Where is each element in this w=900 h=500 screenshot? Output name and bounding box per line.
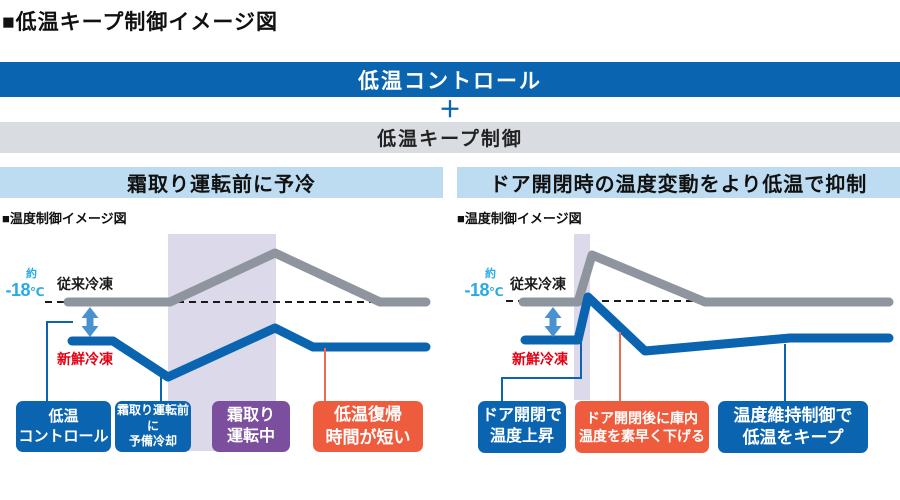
conventional-line-label-left: 従来冷凍 — [57, 276, 113, 292]
fresh-freezing-line-right — [520, 292, 894, 356]
connector-door-open-rise — [501, 340, 582, 401]
temp-axis-label-right: 約 -18℃ — [455, 268, 503, 300]
section-header-left: 霜取り運転前に予冷 — [0, 167, 443, 198]
callout-precool-before-defrost: 霜取り運転前に 予備冷却 — [115, 401, 191, 452]
callout-short-recovery-time: 低温復帰 時間が短い — [313, 401, 423, 452]
banner-primary-label: 低温コントロール — [358, 69, 542, 93]
temp-value: -18℃ — [464, 280, 503, 300]
banner-low-temp-keep: 低温キープ制御 — [0, 122, 900, 153]
page-title: ■低温キープ制御イメージ図 — [2, 11, 279, 34]
conventional-freezing-line-right — [518, 250, 894, 307]
callout-quick-cooldown-after-door: ドア開閉後に庫内 温度を素早く下げる — [575, 401, 709, 453]
approx-label: 約 — [485, 268, 496, 280]
section-header-right-label: ドア開閉時の温度変動をより低温で抑制 — [489, 174, 868, 196]
temperature-gap-arrow-right — [544, 307, 562, 337]
connector-low-temp-control — [46, 321, 73, 401]
section-header-left-label: 霜取り運転前に予冷 — [127, 174, 316, 196]
banner-secondary-label: 低温キープ制御 — [377, 129, 523, 150]
chart-caption-left: ■温度制御イメージ図 — [2, 211, 127, 226]
fresh-line-label-right: 新鮮冷凍 — [512, 351, 568, 367]
temp-axis-label-left: 約 -18℃ — [2, 268, 44, 300]
conventional-freezing-line-left — [63, 248, 431, 307]
callout-defrost-running: 霜取り 運転中 — [212, 401, 290, 452]
section-header-right: ドア開閉時の温度変動をより低温で抑制 — [457, 167, 900, 198]
conventional-line-label-right: 従来冷凍 — [510, 276, 566, 292]
approx-label: 約 — [26, 268, 37, 280]
fresh-line-label-left: 新鮮冷凍 — [57, 351, 113, 367]
callout-low-temp-control: 低温 コントロール — [16, 401, 111, 452]
banner-low-temp-control: 低温コントロール — [0, 62, 900, 97]
callout-keep-low-temp: 温度維持制御で 低温をキープ — [718, 401, 868, 453]
temp-value: -18℃ — [5, 280, 44, 300]
fresh-freezing-line-left — [67, 323, 431, 382]
temperature-gap-arrow-left — [81, 307, 99, 337]
callout-door-open-temp-rise: ドア開閉で 温度上昇 — [478, 401, 566, 453]
chart-caption-right: ■温度制御イメージ図 — [457, 211, 582, 226]
plus-sign: ＋ — [438, 97, 461, 122]
